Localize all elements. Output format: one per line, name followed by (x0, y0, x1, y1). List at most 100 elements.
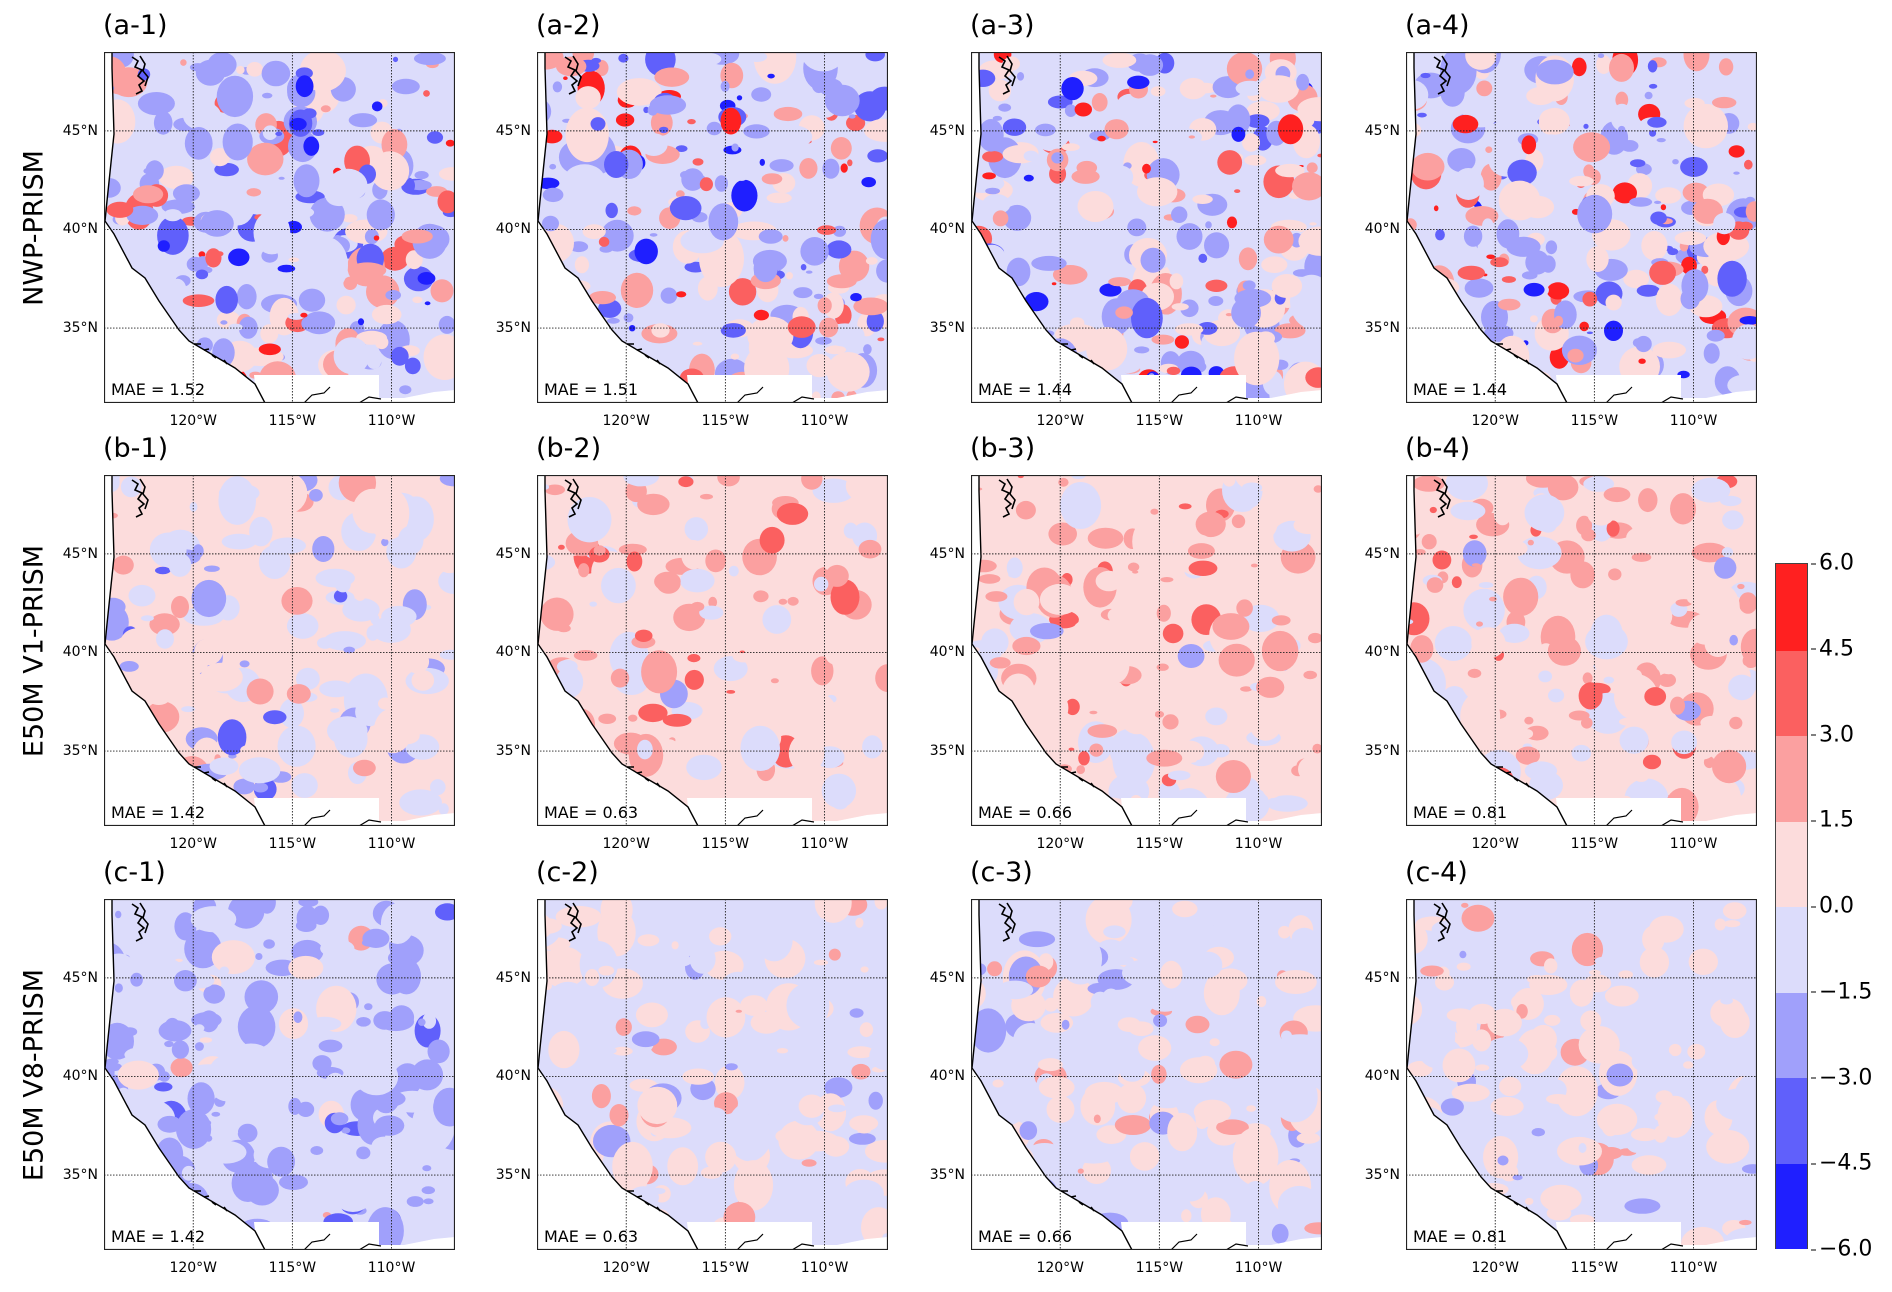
contour-blob (1648, 83, 1658, 89)
contour-blob (589, 601, 597, 607)
contour-blob (1683, 52, 1710, 72)
contour-blob (1312, 743, 1322, 754)
contour-blob (1643, 1081, 1662, 1091)
contour-blob (423, 90, 430, 97)
panel-label: (c-2) (536, 857, 599, 888)
contour-blob (1296, 73, 1310, 91)
contour-blob (1047, 95, 1073, 109)
contour-blob (858, 539, 882, 559)
lat-tick-label: 40°N (495, 221, 531, 238)
contour-blob (637, 602, 659, 629)
contour-blob (1547, 636, 1581, 666)
contour-blob (1278, 925, 1291, 939)
contour-blob (184, 127, 213, 160)
contour-blob (1606, 1063, 1634, 1087)
contour-blob (1739, 1219, 1752, 1226)
contour-blob (815, 337, 832, 345)
lon-tick-label: 115°W (701, 836, 750, 852)
contour-blob (1690, 786, 1706, 794)
contour-blob (1498, 1076, 1522, 1097)
contour-blob (298, 899, 319, 907)
contour-blob (733, 1160, 774, 1211)
ocean-mask (971, 899, 1132, 1250)
contour-blob (705, 549, 727, 573)
contour-blob (544, 484, 565, 496)
mexico-coast (1170, 809, 1249, 826)
mae-annotation: MAE = 0.66 (978, 803, 1073, 822)
contour-blob (1031, 255, 1067, 271)
contour-blob (982, 172, 996, 180)
contour-blob (811, 76, 826, 94)
contour-blob (1109, 729, 1148, 771)
contour-blob (641, 650, 678, 694)
colorbar-segment (1776, 564, 1807, 651)
contour-blob (846, 115, 866, 131)
contour-blob (1722, 902, 1747, 920)
contour-blob (1298, 754, 1322, 785)
contour-blob (405, 250, 423, 270)
panel-label: (a-2) (536, 10, 601, 41)
contour-blob (1420, 72, 1431, 79)
mae-annotation: MAE = 1.51 (544, 380, 639, 399)
lon-tick-label: 110°W (1234, 413, 1283, 429)
contour-blob (660, 739, 679, 761)
contour-blob (1570, 561, 1595, 589)
contour-blob (814, 899, 852, 923)
ocean-mask (104, 475, 265, 826)
contour-blob (143, 899, 179, 911)
contour-blob (1731, 324, 1757, 360)
contour-blob (445, 139, 455, 147)
contour-blob (1242, 280, 1256, 291)
contour-blob (1445, 475, 1488, 501)
contour-blob (1215, 760, 1251, 793)
contour-blob (1277, 114, 1304, 145)
contour-blob (1295, 475, 1316, 498)
contour-blob (371, 101, 383, 112)
contour-blob (1077, 191, 1114, 222)
contour-blob (1204, 694, 1218, 707)
contour-blob (194, 1042, 204, 1051)
contour-blob (1744, 159, 1753, 170)
contour-blob (1627, 1173, 1639, 1183)
contour-blob (1525, 1197, 1534, 1205)
contour-blob (848, 114, 856, 119)
contour-blob (1205, 707, 1228, 726)
contour-blob (1604, 320, 1623, 341)
contour-blob (1668, 1043, 1682, 1057)
contour-blob (1670, 493, 1696, 525)
contour-blob (637, 739, 653, 760)
contour-blob (1585, 623, 1628, 660)
contour-blob (1115, 306, 1133, 319)
contour-blob (1023, 150, 1039, 162)
lat-tick-label: 45°N (495, 969, 531, 986)
contour-blob (1536, 59, 1574, 85)
contour-blob (1406, 602, 1430, 636)
contour-blob (423, 917, 454, 950)
contour-blob (1146, 988, 1184, 1012)
contour-blob (776, 1048, 789, 1054)
contour-blob (1646, 989, 1678, 1003)
contour-blob (189, 63, 207, 72)
contour-blob (348, 113, 378, 128)
contour-blob (286, 613, 319, 639)
contour-blob (828, 948, 841, 961)
ocean-mask (104, 52, 265, 403)
contour-blob (1176, 1175, 1206, 1202)
contour-blob (1743, 959, 1757, 970)
contour-blob (1629, 197, 1653, 207)
contour-blob (1151, 334, 1175, 345)
contour-blob (356, 1146, 371, 1160)
contour-blob (1657, 1095, 1693, 1138)
lat-tick-label: 45°N (1364, 969, 1400, 986)
contour-blob (1153, 1014, 1168, 1028)
contour-blob (1160, 960, 1183, 989)
contour-blob (600, 219, 634, 252)
contour-blob (1152, 140, 1158, 144)
contour-blob (638, 703, 668, 723)
contour-blob (221, 533, 257, 550)
contour-blob (1015, 500, 1036, 520)
contour-blob (1588, 969, 1601, 976)
contour-blob (552, 81, 563, 93)
contour-blob (1567, 89, 1610, 140)
contour-blob (171, 1040, 189, 1059)
